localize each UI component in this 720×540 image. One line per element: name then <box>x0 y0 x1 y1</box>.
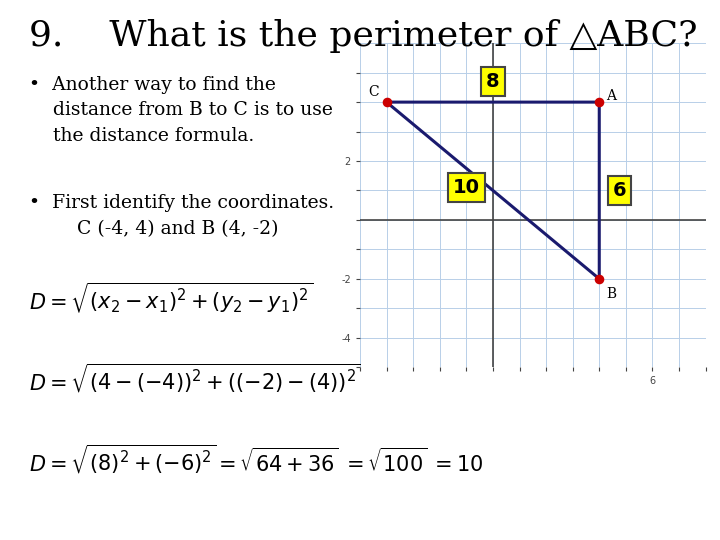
Text: $D = \sqrt{(4-(-4))^2 + ((-2)-(4))^2}$: $D = \sqrt{(4-(-4))^2 + ((-2)-(4))^2}$ <box>29 362 360 395</box>
Point <box>593 274 605 283</box>
Point <box>381 98 392 106</box>
Text: 9.    What is the perimeter of △ABC?: 9. What is the perimeter of △ABC? <box>29 19 697 53</box>
Text: 10: 10 <box>453 178 480 197</box>
Text: A: A <box>606 89 616 103</box>
Text: •  Another way to find the
    distance from B to C is to use
    the distance f: • Another way to find the distance from … <box>29 76 333 145</box>
Text: 8: 8 <box>486 72 500 91</box>
Text: C: C <box>368 85 379 99</box>
Point <box>593 98 605 106</box>
Text: B: B <box>606 287 616 301</box>
Text: $D = \sqrt{(8)^2+(-6)^2} = \sqrt{64+36} \; = \sqrt{100} \; = 10$: $D = \sqrt{(8)^2+(-6)^2} = \sqrt{64+36} … <box>29 443 483 476</box>
Text: 6: 6 <box>613 181 626 200</box>
Text: •  First identify the coordinates.
        C (-4, 4) and B (4, -2): • First identify the coordinates. C (-4,… <box>29 194 334 238</box>
Text: $D = \sqrt{(x_2 - x_1)^2 + (y_2 - y_1)^2}$: $D = \sqrt{(x_2 - x_1)^2 + (y_2 - y_1)^2… <box>29 281 313 315</box>
